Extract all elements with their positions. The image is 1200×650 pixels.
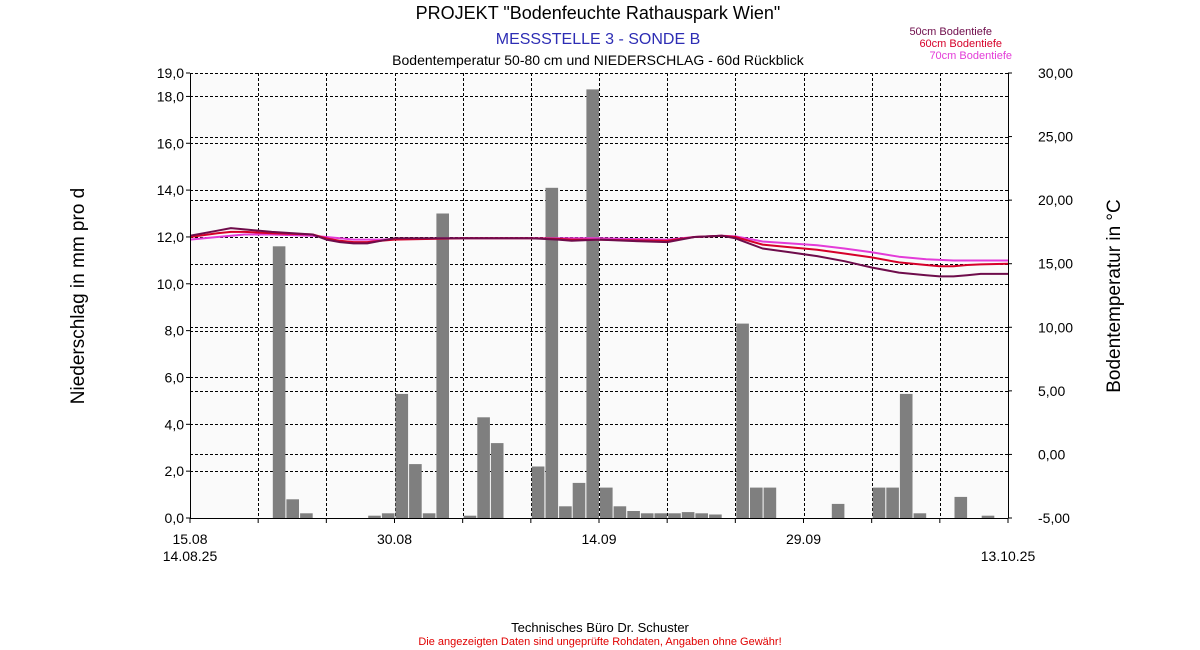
precipitation-bar (831, 503, 845, 518)
temperature-lines (189, 227, 1009, 278)
precipitation-bar (286, 499, 299, 518)
precipitation-bar (572, 482, 586, 518)
precipitation-bar (886, 487, 899, 518)
y-right-tick-label: 0,00 (1038, 446, 1065, 462)
x-end-date-label: 13.10.25 (981, 548, 1036, 564)
precipitation-bar (954, 496, 968, 518)
x-tick-label: 14.09 (581, 531, 616, 547)
precipitation-bar (395, 393, 409, 518)
precipitation-bar (600, 487, 613, 518)
y-left-tick-label: 6,0 (165, 369, 185, 385)
precipitation-bar (272, 246, 286, 519)
y-left-tick-label: 0,0 (165, 510, 185, 526)
y-left-tick-label: 18,0 (157, 88, 184, 104)
chart-description: Bodentemperatur 50-80 cm und NIEDERSCHLA… (392, 52, 805, 68)
legend: 50cm Bodentiefe 60cm Bodentiefe 70cm Bod… (909, 26, 1012, 62)
precipitation-bar (627, 511, 640, 518)
precipitation-bar (381, 513, 395, 518)
chart-title: PROJEKT "Bodenfeuchte Rathauspark Wien" (416, 3, 781, 23)
precipitation-bar (300, 513, 313, 518)
precipitation-bar (736, 323, 749, 518)
y-left-tick-label: 12,0 (157, 229, 184, 245)
y-right-tick-label: 15,00 (1038, 256, 1073, 272)
y-right-tick-label: 30,00 (1038, 65, 1073, 81)
precipitation-bar (559, 506, 572, 518)
grid (190, 73, 1008, 518)
precipitation-bar (409, 464, 422, 518)
y-right-tick-label: 20,00 (1038, 192, 1073, 208)
y-left-axis-label: Niederschlag in mm pro d (68, 188, 89, 404)
legend-entry-70cm: 70cm Bodentiefe (929, 50, 1012, 62)
y-right-tick-label: 10,00 (1038, 319, 1073, 335)
precipitation-bar (913, 513, 927, 518)
precipitation-bar (586, 89, 599, 519)
y-right-tick-label: 25,00 (1038, 129, 1073, 145)
precipitation-bar (695, 513, 708, 518)
precipitation-bar (981, 515, 995, 518)
x-tick-label: 29.09 (786, 531, 821, 547)
precipitation-bar (436, 213, 449, 518)
precipitation-bar (545, 187, 559, 519)
y-left-tick-label: 2,0 (165, 463, 185, 479)
temperature-line-series-0 (189, 227, 1008, 278)
precipitation-bar (422, 513, 436, 518)
x-tick-label: 15.08 (172, 531, 207, 547)
precipitation-bar (531, 466, 545, 518)
y-left-tick-label: 10,0 (157, 276, 184, 292)
precipitation-bars (272, 89, 995, 519)
precipitation-bar (640, 513, 654, 518)
precipitation-bar (463, 515, 477, 518)
y-right-tick-label: 5,00 (1038, 383, 1065, 399)
precipitation-bar (872, 487, 886, 518)
precipitation-bar (899, 393, 913, 518)
y-right-tick-label: -5,00 (1038, 510, 1070, 526)
precipitation-bar (763, 487, 777, 518)
precipitation-bar (654, 513, 668, 518)
y-left-tick-label: 4,0 (165, 416, 185, 432)
precipitation-bar (368, 515, 381, 518)
footer-company: Technisches Büro Dr. Schuster (511, 620, 689, 635)
legend-entry-60cm: 60cm Bodentiefe (919, 38, 1002, 50)
precipitation-bar (613, 506, 627, 518)
chart-subtitle: MESSSTELLE 3 - SONDE B (496, 31, 701, 48)
precipitation-bar (750, 487, 763, 518)
axes: 0,0 2,0 4,0 6,0 8,0 10,0 12,0 14,0 16,0 18,0 19,0 -… (157, 65, 1073, 547)
x-tick-label: 30.08 (377, 531, 412, 547)
y-left-tick-label: 16,0 (157, 135, 184, 151)
footer-disclaimer: Die angezeigten Daten sind ungeprüfte Ro… (418, 636, 781, 648)
y-left-tick-label: 14,0 (157, 182, 184, 198)
precipitation-bar (709, 514, 722, 518)
y-left-tick-label: 8,0 (165, 323, 185, 339)
y-right-axis-label: Bodentemperatur in °C (1104, 199, 1125, 392)
precipitation-bar (477, 417, 490, 518)
precipitation-bar (668, 513, 681, 518)
precipitation-bar (681, 512, 695, 518)
precipitation-bar (490, 443, 504, 518)
legend-entry-50cm: 50cm Bodentiefe (909, 26, 992, 38)
y-left-tick-label: 19,0 (157, 65, 184, 81)
x-start-date-label: 14.08.25 (163, 548, 218, 564)
